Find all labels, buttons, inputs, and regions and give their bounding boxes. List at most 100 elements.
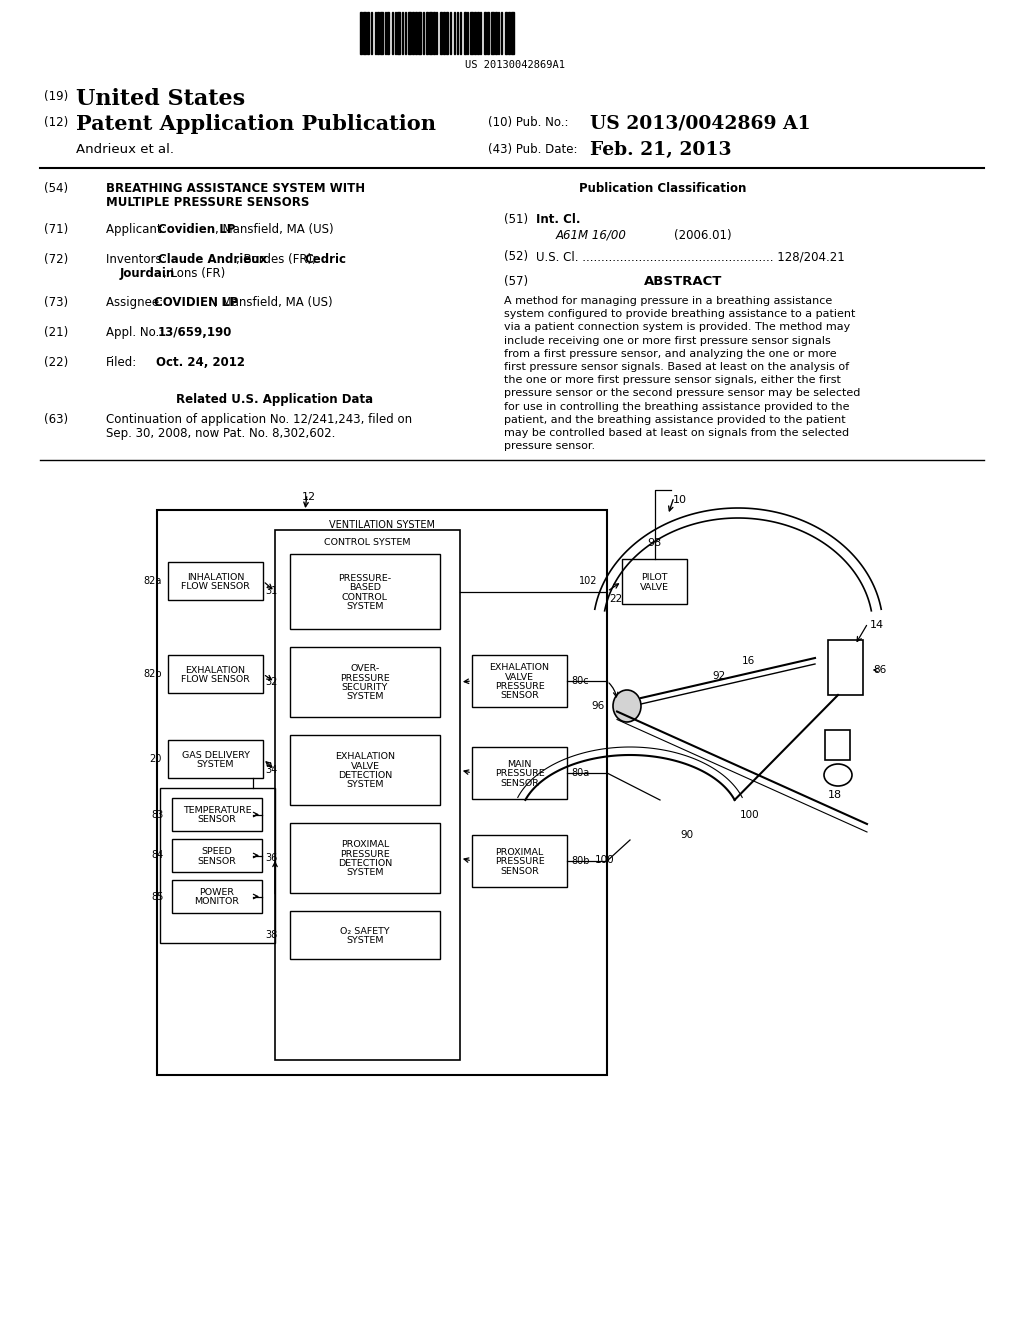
Text: PRESSURE: PRESSURE xyxy=(495,682,545,690)
Bar xyxy=(275,531,460,1060)
Text: (73): (73) xyxy=(44,296,69,309)
Bar xyxy=(360,12,362,54)
Bar xyxy=(160,788,275,942)
Text: the one or more first pressure sensor signals, either the first: the one or more first pressure sensor si… xyxy=(504,375,841,385)
Bar xyxy=(446,12,449,54)
Text: VALVE: VALVE xyxy=(640,582,669,591)
Text: Appl. No.:: Appl. No.: xyxy=(106,326,167,339)
Text: Patent Application Publication: Patent Application Publication xyxy=(76,114,436,135)
Text: US 20130042869A1: US 20130042869A1 xyxy=(465,59,565,70)
Text: Int. Cl.: Int. Cl. xyxy=(536,213,581,226)
Text: Filed:: Filed: xyxy=(106,356,137,370)
Text: 38: 38 xyxy=(266,931,278,940)
Text: VALVE: VALVE xyxy=(505,673,534,681)
Text: 83: 83 xyxy=(152,809,164,820)
Text: may be controlled based at least on signals from the selected: may be controlled based at least on sign… xyxy=(504,428,849,438)
Text: A61M 16/00: A61M 16/00 xyxy=(556,228,627,242)
Text: Inventors:: Inventors: xyxy=(106,253,169,267)
Bar xyxy=(474,12,476,54)
Text: via a patient connection system is provided. The method may: via a patient connection system is provi… xyxy=(504,322,850,333)
Text: 80a: 80a xyxy=(571,768,589,777)
Text: DETECTION: DETECTION xyxy=(338,859,392,869)
Bar xyxy=(484,12,486,54)
Bar xyxy=(470,12,473,54)
Text: PRESSURE: PRESSURE xyxy=(340,673,390,682)
Text: for use in controlling the breathing assistance provided to the: for use in controlling the breathing ass… xyxy=(504,401,850,412)
Bar xyxy=(172,840,262,873)
Text: , Bordes (FR);: , Bordes (FR); xyxy=(236,253,319,267)
Text: 13/659,190: 13/659,190 xyxy=(158,326,232,339)
Text: Jourdain: Jourdain xyxy=(120,267,175,280)
Bar xyxy=(380,12,383,54)
Bar xyxy=(290,822,440,894)
Text: 22: 22 xyxy=(609,594,623,605)
Text: FLOW SENSOR: FLOW SENSOR xyxy=(181,582,250,591)
Text: Covidien LP: Covidien LP xyxy=(158,223,236,236)
Bar xyxy=(440,12,442,54)
Text: OVER-: OVER- xyxy=(350,664,380,673)
Text: 14: 14 xyxy=(870,620,884,630)
Bar xyxy=(290,647,440,717)
Text: Publication Classification: Publication Classification xyxy=(579,182,746,195)
Text: (54): (54) xyxy=(44,182,69,195)
Text: 80b: 80b xyxy=(571,855,590,866)
Bar xyxy=(362,12,366,54)
Text: MONITOR: MONITOR xyxy=(195,898,240,907)
Text: (19): (19) xyxy=(44,90,69,103)
Bar xyxy=(290,911,440,960)
Text: U.S. Cl. ................................................... 128/204.21: U.S. Cl. ...............................… xyxy=(536,249,845,263)
Bar xyxy=(377,12,379,54)
Text: FLOW SENSOR: FLOW SENSOR xyxy=(181,675,250,684)
Text: 86: 86 xyxy=(873,665,886,675)
Bar xyxy=(443,12,445,54)
Text: Cedric: Cedric xyxy=(304,253,346,267)
Text: BREATHING ASSISTANCE SYSTEM WITH: BREATHING ASSISTANCE SYSTEM WITH xyxy=(106,182,366,195)
Text: 82b: 82b xyxy=(143,669,162,678)
Bar xyxy=(172,880,262,913)
Bar xyxy=(487,12,489,54)
Bar xyxy=(490,12,494,54)
Text: CONTROL SYSTEM: CONTROL SYSTEM xyxy=(325,539,411,546)
Bar xyxy=(168,655,263,693)
Text: PRESSURE: PRESSURE xyxy=(495,770,545,779)
Text: (63): (63) xyxy=(44,413,69,426)
Text: 84: 84 xyxy=(152,850,164,861)
Text: ABSTRACT: ABSTRACT xyxy=(644,275,722,288)
Text: (10) Pub. No.:: (10) Pub. No.: xyxy=(488,116,568,129)
Text: TEMPERATURE: TEMPERATURE xyxy=(182,807,251,816)
Text: (52): (52) xyxy=(504,249,528,263)
Bar xyxy=(464,12,466,54)
Text: BASED: BASED xyxy=(349,583,381,593)
Text: first pressure sensor signals. Based at least on the analysis of: first pressure sensor signals. Based at … xyxy=(504,362,849,372)
Bar xyxy=(408,12,411,54)
Text: , Mansfield, MA (US): , Mansfield, MA (US) xyxy=(215,223,334,236)
Text: INHALATION: INHALATION xyxy=(186,573,244,582)
Text: A method for managing pressure in a breathing assistance: A method for managing pressure in a brea… xyxy=(504,296,833,306)
Text: system configured to provide breathing assistance to a patient: system configured to provide breathing a… xyxy=(504,309,855,319)
Text: MULTIPLE PRESSURE SENSORS: MULTIPLE PRESSURE SENSORS xyxy=(106,195,309,209)
Bar xyxy=(426,12,428,54)
Text: 98: 98 xyxy=(647,539,662,548)
Bar xyxy=(412,12,414,54)
Text: 16: 16 xyxy=(742,656,756,667)
Text: pressure sensor.: pressure sensor. xyxy=(504,441,595,451)
Text: SYSTEM: SYSTEM xyxy=(346,869,384,878)
Text: pressure sensor or the second pressure sensor may be selected: pressure sensor or the second pressure s… xyxy=(504,388,860,399)
Text: 96: 96 xyxy=(592,701,605,711)
Text: 85: 85 xyxy=(152,891,164,902)
Bar xyxy=(415,12,417,54)
Text: GAS DELIVERY: GAS DELIVERY xyxy=(181,751,250,760)
Bar xyxy=(429,12,432,54)
Text: PRESSURE: PRESSURE xyxy=(495,858,545,866)
Text: Oct. 24, 2012: Oct. 24, 2012 xyxy=(156,356,245,370)
Bar xyxy=(168,741,263,777)
Text: VENTILATION SYSTEM: VENTILATION SYSTEM xyxy=(329,520,435,531)
Text: SYSTEM: SYSTEM xyxy=(197,760,234,770)
Bar xyxy=(472,655,567,708)
Text: 12: 12 xyxy=(302,492,316,502)
Text: MAIN: MAIN xyxy=(507,760,531,770)
Bar xyxy=(172,799,262,832)
Text: 100: 100 xyxy=(595,855,614,865)
Text: 10: 10 xyxy=(673,495,687,506)
Text: Andrieux et al.: Andrieux et al. xyxy=(76,143,174,156)
